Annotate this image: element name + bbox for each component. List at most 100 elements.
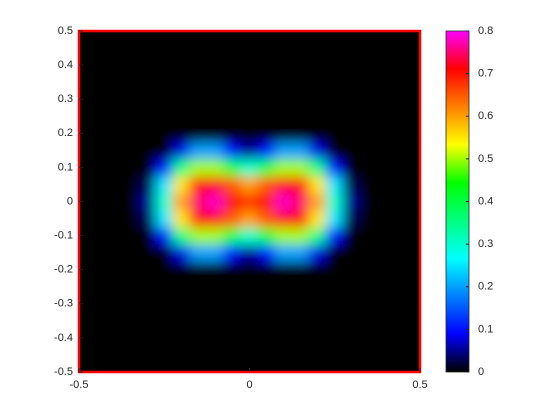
heatmap-cell — [291, 90, 310, 109]
heatmap-cell — [121, 107, 140, 126]
heatmap-cell — [189, 209, 208, 228]
heatmap-cell — [104, 226, 123, 245]
heatmap-cell — [291, 311, 310, 330]
heatmap-cell — [79, 209, 89, 228]
heatmap-cell — [291, 107, 310, 126]
heatmap-cell — [359, 362, 378, 372]
heatmap-cell — [359, 328, 378, 347]
heatmap-cell — [206, 345, 225, 364]
heatmap-cell — [376, 90, 395, 109]
heatmap-cell — [308, 192, 327, 211]
heatmap-cell — [308, 260, 327, 279]
heatmap-cell — [223, 90, 242, 109]
heatmap-cell — [87, 328, 106, 347]
heatmap-cell — [223, 141, 242, 160]
heatmap-cell — [257, 243, 276, 262]
heatmap-cell — [257, 56, 276, 75]
heatmap-cell — [155, 226, 174, 245]
heatmap-cell — [223, 192, 242, 211]
heatmap-cell — [359, 277, 378, 296]
heatmap-cell — [325, 90, 344, 109]
heatmap-cell — [325, 345, 344, 364]
heatmap-cell — [206, 192, 225, 211]
heatmap-cell — [121, 39, 140, 58]
heatmap-cell — [257, 362, 276, 372]
heatmap-cell — [393, 90, 412, 109]
heatmap-cell — [291, 124, 310, 143]
heatmap-cell — [410, 209, 420, 228]
heatmap-cell — [274, 226, 293, 245]
heatmap-cell — [206, 175, 225, 194]
heatmap-cell — [308, 158, 327, 177]
heatmap-cell — [223, 260, 242, 279]
heatmap-cell — [206, 311, 225, 330]
heatmap-cell — [325, 294, 344, 313]
heatmap-cell — [274, 141, 293, 160]
x-tick-label: 0.5 — [412, 379, 427, 391]
heatmap-cell — [189, 158, 208, 177]
heatmap-cell — [87, 243, 106, 262]
heatmap-cell — [223, 107, 242, 126]
heatmap-cell — [359, 226, 378, 245]
heatmap-cell — [240, 141, 259, 160]
heatmap-cell — [155, 124, 174, 143]
heatmap-cell — [359, 90, 378, 109]
heatmap-cell — [104, 124, 123, 143]
heatmap-cell — [104, 345, 123, 364]
heatmap-cell — [325, 209, 344, 228]
heatmap-cell — [342, 328, 361, 347]
heatmap-cell — [79, 345, 89, 364]
heatmap-cell — [393, 311, 412, 330]
heatmap-cell — [291, 73, 310, 92]
heatmap-cell — [376, 39, 395, 58]
heatmap-cell — [155, 260, 174, 279]
heatmap-cell — [206, 260, 225, 279]
heatmap-cell — [206, 362, 225, 372]
heatmap-cell — [376, 243, 395, 262]
heatmap-cell — [206, 328, 225, 347]
heatmap-cell — [257, 294, 276, 313]
heatmap-cell — [87, 311, 106, 330]
heatmap-cell — [104, 294, 123, 313]
heatmap-cell — [410, 277, 420, 296]
heatmap-cell — [172, 31, 191, 41]
heatmap-cell — [138, 56, 157, 75]
heatmap-cell — [104, 73, 123, 92]
heatmap-cell — [104, 90, 123, 109]
heatmap-cell — [376, 328, 395, 347]
heatmap-cell — [121, 175, 140, 194]
heatmap-cell — [393, 226, 412, 245]
heatmap-cell — [155, 192, 174, 211]
heatmap-cell — [274, 56, 293, 75]
heatmap-cell — [257, 73, 276, 92]
heatmap-cell — [79, 294, 89, 313]
heatmap-cell — [138, 192, 157, 211]
y-tick-label: 0 — [67, 195, 73, 207]
heatmap-cell — [172, 209, 191, 228]
heatmap-cell — [104, 209, 123, 228]
heatmap-cell — [410, 141, 420, 160]
heatmap-cell — [308, 56, 327, 75]
heatmap-cell — [138, 39, 157, 58]
heatmap-cell — [155, 209, 174, 228]
heatmap-cell — [291, 175, 310, 194]
heatmap-cell — [274, 124, 293, 143]
heatmap-cell — [342, 209, 361, 228]
heatmap-cell — [206, 226, 225, 245]
heatmap-cell — [172, 328, 191, 347]
heatmap-cell — [87, 124, 106, 143]
heatmap-cell — [206, 31, 225, 41]
heatmap-cell — [79, 124, 89, 143]
heatmap-cell — [223, 175, 242, 194]
heatmap-cell — [189, 260, 208, 279]
heatmap-cell — [138, 141, 157, 160]
heatmap-cell — [155, 107, 174, 126]
heatmap-cell — [79, 311, 89, 330]
heatmap-cell — [325, 158, 344, 177]
heatmap-cell — [79, 39, 89, 58]
heatmap-cell — [121, 345, 140, 364]
heatmap-cell — [376, 277, 395, 296]
heatmap-cell — [342, 294, 361, 313]
x-tick-label: -0.5 — [70, 379, 89, 391]
heatmap-cell — [257, 158, 276, 177]
